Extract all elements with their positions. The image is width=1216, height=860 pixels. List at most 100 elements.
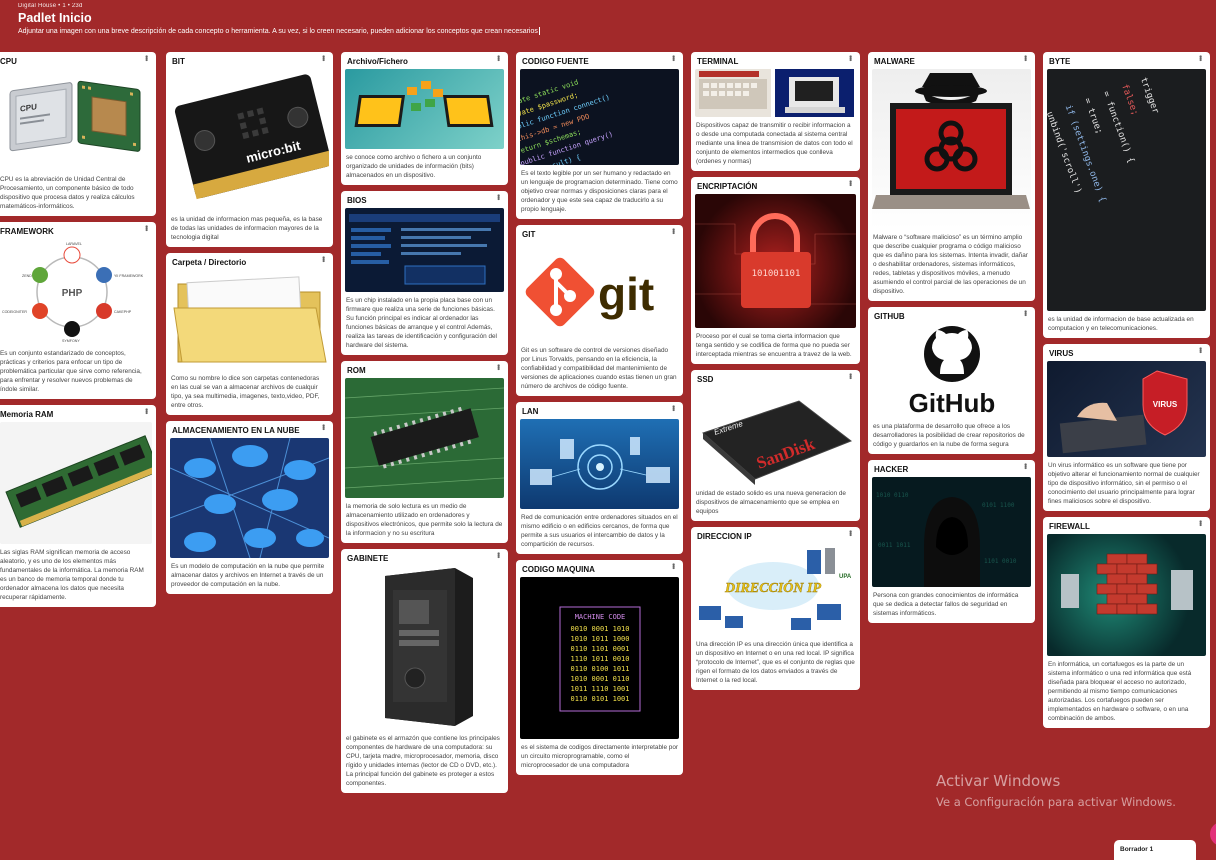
- more-options-icon[interactable]: •••: [669, 563, 678, 569]
- post-virus[interactable]: VIRUS ••• VIRUS Un virus informático es …: [1043, 344, 1210, 511]
- more-options-icon[interactable]: •••: [319, 256, 328, 262]
- more-options-icon[interactable]: •••: [1021, 55, 1030, 61]
- post-bios[interactable]: BIOS ••• Es un chip instalado en la prop…: [341, 191, 508, 355]
- post-github[interactable]: GITHUB ••• GitHub es una plataforma de d…: [868, 307, 1035, 454]
- more-options-icon[interactable]: •••: [846, 530, 855, 536]
- hacker-image[interactable]: 1010 0110 0101 1100 0011 1011 1101 0010: [872, 477, 1031, 587]
- more-options-icon[interactable]: •••: [319, 424, 328, 430]
- byte-code-image[interactable]: trigger false; = function() { = true; if…: [1047, 69, 1206, 311]
- node-zend: ZEND: [22, 274, 32, 278]
- column-1: CPU ••• CPU CPU es la: [0, 52, 156, 613]
- more-options-icon[interactable]: •••: [846, 180, 855, 186]
- malware-image[interactable]: [872, 69, 1031, 229]
- board-description[interactable]: Adjuntar una imagen con una breve descri…: [18, 27, 540, 35]
- post-terminal[interactable]: TERMINAL ••• Dispositivos capaz de trans…: [691, 52, 860, 171]
- post-firewall[interactable]: FIREWALL ••• En informática, un cortafue…: [1043, 517, 1210, 728]
- post-hacker[interactable]: HACKER ••• 1010 0110 0101 1100 0011 1011 11…: [868, 460, 1035, 623]
- post-rom[interactable]: ROM ••• la memoria de solo lectura es un…: [341, 361, 508, 543]
- encryption-lock-image[interactable]: 101001101: [695, 194, 856, 328]
- post-title: CODIGO MAQUINA: [522, 565, 595, 574]
- post-body: Es un conjunto estandarizado de concepto…: [0, 350, 142, 393]
- more-options-icon[interactable]: •••: [142, 225, 151, 231]
- more-options-icon[interactable]: •••: [494, 552, 503, 558]
- more-options-icon[interactable]: •••: [142, 408, 151, 414]
- more-options-icon[interactable]: •••: [319, 55, 328, 61]
- bios-screen-image[interactable]: [345, 208, 504, 292]
- post-title: ENCRIPTACIÓN: [697, 182, 758, 191]
- more-options-icon[interactable]: •••: [494, 55, 503, 61]
- post-ip[interactable]: DIRECCION IP ••• DIRECCIÓN IP UPA Una di…: [691, 527, 860, 690]
- source-code-image[interactable]: private static void private $password; p…: [520, 69, 679, 165]
- git-logo-image[interactable]: git: [520, 242, 679, 342]
- activation-title: Activar Windows: [936, 772, 1061, 790]
- post-title: DIRECCION IP: [697, 532, 752, 541]
- post-lan[interactable]: LAN ••• Red de comunicación entre ordena…: [516, 402, 683, 554]
- cloud-storage-image[interactable]: [170, 438, 329, 558]
- post-gabinete[interactable]: GABINETE ••• el gabinete es el armazón q…: [341, 549, 508, 793]
- machine-code-title: MACHINE CODE: [575, 613, 626, 621]
- post-archivo[interactable]: Archivo/Fichero ••• se conoce como archi…: [341, 52, 508, 185]
- post-framework[interactable]: FRAMEWORK ••• PHP LARAVEL YII FRAMEWORK …: [0, 222, 156, 399]
- more-options-icon[interactable]: •••: [669, 228, 678, 234]
- post-title: HACKER: [874, 465, 909, 474]
- post-cpu[interactable]: CPU ••• CPU CPU es la: [0, 52, 156, 216]
- post-codigo-maquina[interactable]: CODIGO MAQUINA ••• MACHINE CODE 0010 000…: [516, 560, 683, 775]
- post-codigo-fuente[interactable]: CODIGO FUENTE ••• private static void pr…: [516, 52, 683, 219]
- firewall-image[interactable]: [1047, 534, 1206, 656]
- more-options-icon[interactable]: •••: [846, 373, 855, 379]
- post-encriptacion[interactable]: ENCRIPTACIÓN ••• 101001101 Proceso por e…: [691, 177, 860, 364]
- virus-image[interactable]: VIRUS: [1047, 361, 1206, 457]
- node-laravel: LARAVEL: [66, 242, 82, 246]
- post-body: Como su nombre lo dice son carpetas cont…: [171, 375, 320, 409]
- cpu-image[interactable]: CPU: [0, 69, 152, 171]
- post-title: Carpeta / Directorio: [172, 258, 247, 267]
- post-title: FIREWALL: [1049, 522, 1090, 531]
- machine-code-image[interactable]: MACHINE CODE 0010 0001 1010 1010 1011 10…: [520, 577, 679, 739]
- more-options-icon[interactable]: •••: [494, 364, 503, 370]
- pc-case-image[interactable]: [345, 566, 504, 730]
- more-options-icon[interactable]: •••: [1196, 347, 1205, 353]
- text-cursor: [538, 27, 540, 35]
- lan-network-image[interactable]: [520, 419, 679, 509]
- file-transfer-image[interactable]: [345, 69, 504, 149]
- post-nube[interactable]: ALMACENAMIENTO EN LA NUBE ••• Es un mode…: [166, 421, 333, 594]
- post-title: LAN: [522, 407, 539, 416]
- post-body: es la unidad de informacion de base actu…: [1048, 316, 1194, 332]
- more-options-icon[interactable]: •••: [1021, 310, 1030, 316]
- post-title: ROM: [347, 366, 366, 375]
- more-options-icon[interactable]: •••: [846, 55, 855, 61]
- github-logo-image[interactable]: GitHub: [872, 324, 1031, 418]
- board-title[interactable]: Padlet Inicio: [18, 11, 92, 25]
- rom-chip-image[interactable]: [345, 378, 504, 498]
- svg-text:0101 1100: 0101 1100: [982, 502, 1015, 509]
- post-malware[interactable]: MALWARE ••• Malware o “software malicios…: [868, 52, 1035, 301]
- more-options-icon[interactable]: •••: [1021, 463, 1030, 469]
- post-title: BYTE: [1049, 57, 1071, 66]
- draft-tab[interactable]: Borrador 1: [1114, 840, 1196, 860]
- post-bit[interactable]: BIT ••• micro:bit es la unidad de inform…: [166, 52, 333, 247]
- more-options-icon[interactable]: •••: [494, 194, 503, 200]
- post-carpeta[interactable]: Carpeta / Directorio ••• Como su nombre …: [166, 253, 333, 415]
- more-options-icon[interactable]: •••: [669, 405, 678, 411]
- ip-address-image[interactable]: DIRECCIÓN IP UPA: [695, 544, 856, 636]
- post-body: Git es un software de control de version…: [521, 347, 677, 390]
- ssd-image[interactable]: Extreme SanDisk: [695, 387, 856, 485]
- post-git[interactable]: GIT ••• git Git es un software de contro…: [516, 225, 683, 396]
- post-ram[interactable]: Memoria RAM ••• Las siglas RAM significa…: [0, 405, 156, 607]
- ram-image[interactable]: [0, 422, 152, 544]
- post-body: Persona con grandes conocimientos de inf…: [873, 592, 1019, 617]
- php-frameworks-image[interactable]: PHP LARAVEL YII FRAMEWORK CAKEPHP SYMFON…: [0, 239, 152, 345]
- terminal-image[interactable]: [695, 69, 856, 117]
- post-title: TERMINAL: [697, 57, 739, 66]
- post-title: GITHUB: [874, 312, 905, 321]
- post-byte[interactable]: BYTE ••• trigger false; = function() { =…: [1043, 52, 1210, 338]
- add-post-button[interactable]: [1210, 822, 1216, 846]
- microbit-image[interactable]: micro:bit: [170, 69, 329, 211]
- more-options-icon[interactable]: •••: [1196, 55, 1205, 61]
- more-options-icon[interactable]: •••: [142, 55, 151, 61]
- folder-image[interactable]: [170, 270, 329, 370]
- more-options-icon[interactable]: •••: [1196, 520, 1205, 526]
- more-options-icon[interactable]: •••: [669, 55, 678, 61]
- post-ssd[interactable]: SSD ••• Extreme SanDisk unidad de estado…: [691, 370, 860, 521]
- virus-badge: VIRUS: [1153, 400, 1178, 409]
